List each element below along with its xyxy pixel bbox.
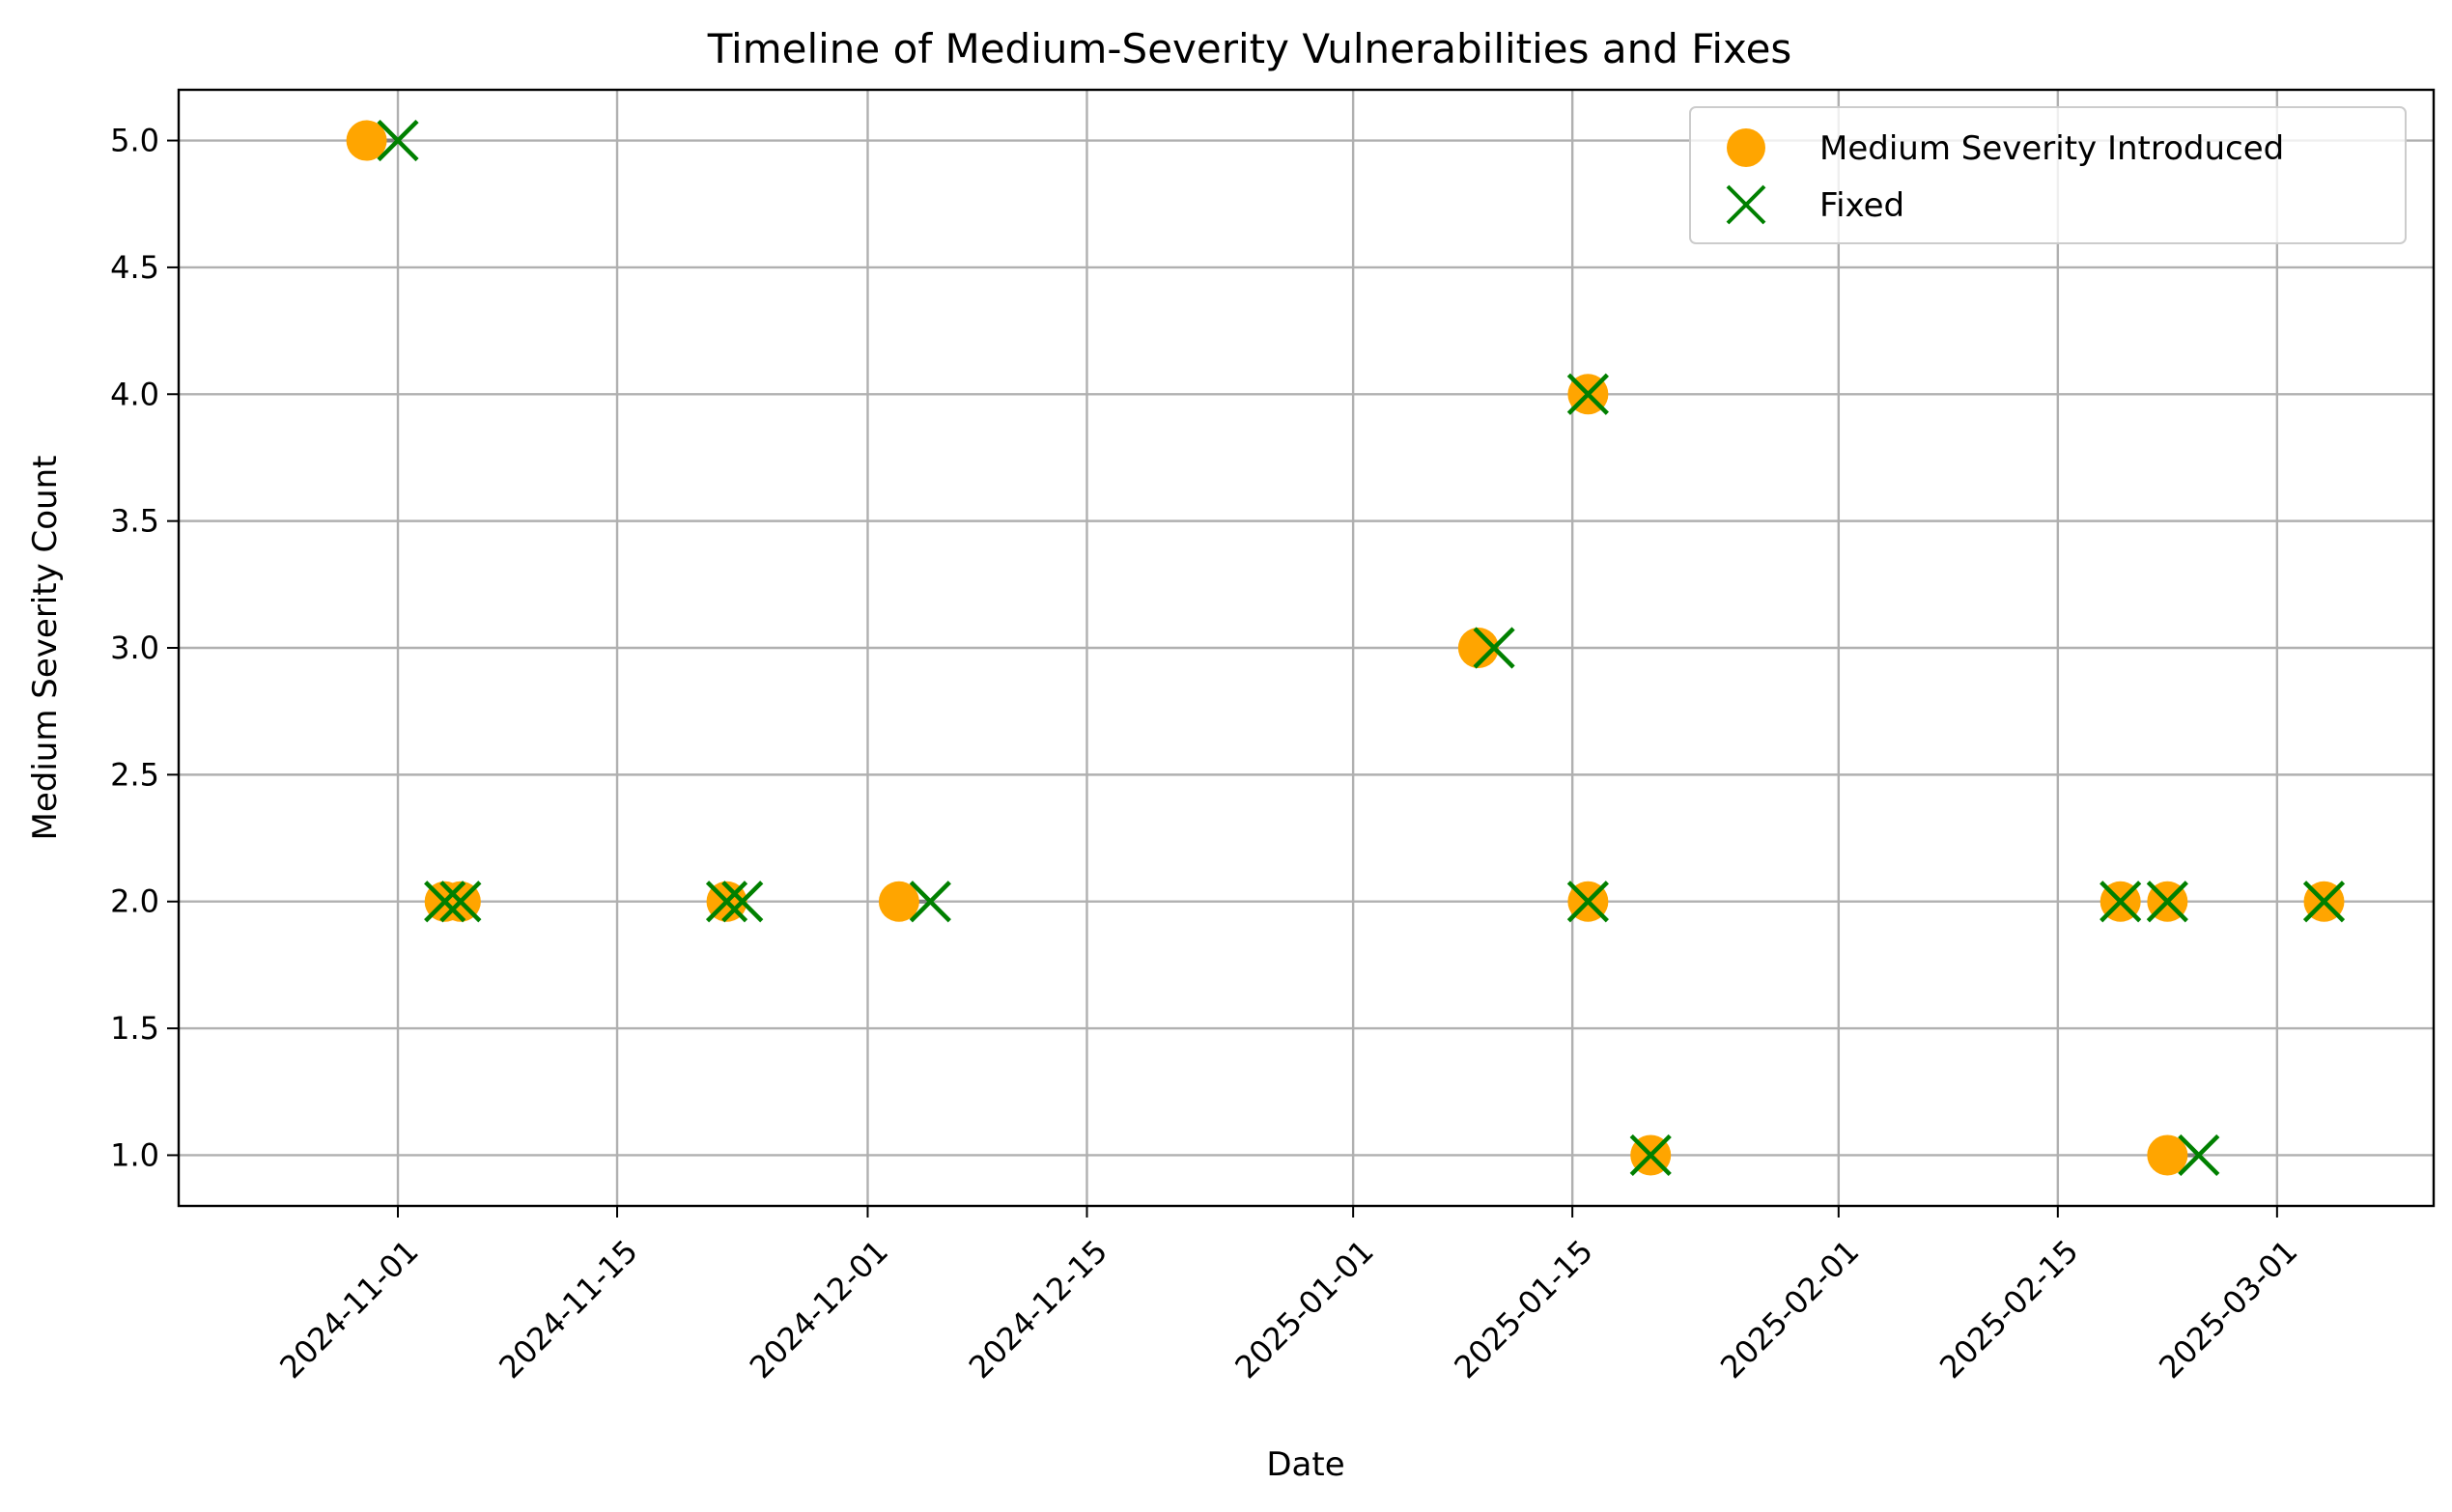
introduced-point (2147, 1134, 2188, 1176)
introduced-point (346, 120, 387, 161)
legend-circle-marker (1727, 128, 1765, 167)
fixed-point (1473, 627, 1515, 669)
x-tick-label: 2025-01-01 (1227, 1233, 1380, 1386)
x-axis-label: Date (1266, 1445, 1344, 1484)
y-tick-label: 3.5 (110, 503, 159, 540)
legend: Medium Severity Introduced Fixed (1689, 106, 2407, 244)
y-axis-ticks: 1.0 1.5 2.0 2.5 3.0 3.5 4.0 4.5 5.0 (110, 123, 179, 1173)
y-tick-label: 4.5 (110, 249, 159, 286)
x-tick-label: 2024-11-15 (492, 1233, 644, 1386)
y-tick-label: 1.5 (110, 1010, 159, 1047)
y-tick-label: 1.0 (110, 1136, 159, 1173)
x-tick-label: 2025-02-15 (1932, 1233, 2085, 1386)
y-tick-label: 2.0 (110, 883, 159, 920)
y-tick-label: 5.0 (110, 123, 159, 159)
x-tick-label: 2024-11-01 (272, 1233, 425, 1386)
legend-box (1689, 106, 2407, 244)
legend-label-introduced: Medium Severity Introduced (1819, 129, 2284, 168)
x-tick-label: 2024-12-15 (962, 1233, 1114, 1386)
grid (179, 90, 2434, 1206)
fixed-point (1566, 881, 1609, 923)
fixed-point (2100, 881, 2142, 923)
legend-x-marker (1726, 184, 1766, 225)
fixed-point (2178, 1134, 2220, 1177)
fixed-point (439, 881, 482, 923)
fixed-point (1629, 1134, 1672, 1177)
fixed-point (2302, 881, 2346, 923)
y-axis-label: Medium Severity Count (26, 456, 65, 841)
fixed-point (705, 881, 748, 923)
fixed-point (721, 881, 764, 923)
introduced-point (1457, 628, 1499, 668)
x-tick-label: 2025-02-01 (1713, 1233, 1866, 1386)
fixed-point (424, 881, 466, 923)
introduced-point (878, 881, 919, 922)
data-markers (346, 119, 2346, 1177)
fixed-point (909, 881, 951, 923)
fixed-point (2146, 881, 2188, 923)
y-tick-label: 3.0 (110, 630, 159, 666)
x-tick-label: 2024-12-01 (743, 1233, 895, 1386)
fixed-point (377, 119, 419, 162)
x-tick-label: 2025-03-01 (2152, 1233, 2304, 1386)
fixed-point (1566, 373, 1609, 415)
y-tick-label: 2.5 (110, 756, 159, 793)
legend-label-fixed: Fixed (1819, 186, 1904, 225)
x-axis-ticks: 2024-11-01 2024-11-15 2024-12-01 2024-12-15… (272, 1206, 2304, 1386)
x-tick-label: 2025-01-15 (1447, 1233, 1599, 1386)
y-tick-label: 4.0 (110, 376, 159, 412)
chart-title: Timeline of Medium-Severity Vulnerabilit… (707, 25, 1792, 72)
